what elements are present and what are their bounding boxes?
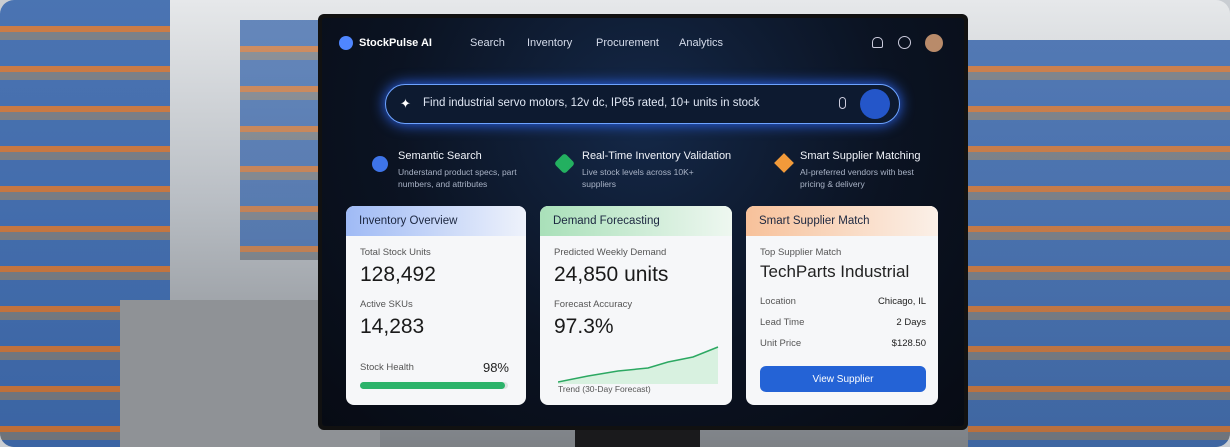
value: TechParts Industrial bbox=[760, 262, 910, 281]
search-bar[interactable]: ✦ Find industrial servo motors, 12v dc, … bbox=[385, 84, 900, 124]
value: 14,283 bbox=[360, 315, 425, 338]
label: Stock Health bbox=[360, 362, 414, 373]
value: 97.3% bbox=[554, 315, 614, 338]
row-label: Unit Price bbox=[760, 338, 802, 349]
feature-icon bbox=[774, 153, 794, 173]
feature-icon bbox=[372, 156, 388, 172]
monitor-stand bbox=[575, 428, 700, 447]
value: 24,850 units bbox=[554, 263, 669, 286]
feature-title: Semantic Search bbox=[398, 150, 482, 162]
sparkle-icon: ✦ bbox=[400, 96, 411, 111]
nav-link[interactable]: Analytics bbox=[679, 37, 724, 49]
health-bar bbox=[360, 382, 506, 389]
brand: StockPulse AI bbox=[359, 37, 432, 49]
feature-icon bbox=[553, 152, 576, 175]
bell-icon[interactable] bbox=[872, 37, 883, 48]
search-button[interactable] bbox=[860, 89, 890, 119]
label: Predicted Weekly Demand bbox=[554, 247, 667, 258]
row-value: $128.50 bbox=[891, 338, 926, 349]
card-title: Smart Supplier Match bbox=[746, 206, 938, 236]
card: Smart Supplier Match Top Supplier Match … bbox=[746, 206, 938, 405]
value: 128,492 bbox=[360, 263, 436, 286]
logo bbox=[339, 36, 353, 50]
feature-text: Live stock levels across 10K+ suppliers bbox=[582, 167, 694, 189]
row-value: 2 Days bbox=[896, 317, 926, 328]
card: Demand Forecasting Predicted Weekly Dema… bbox=[540, 206, 732, 405]
value: 98% bbox=[482, 360, 509, 375]
mic-icon[interactable] bbox=[839, 97, 846, 109]
row-value: Chicago, IL bbox=[877, 296, 926, 307]
row-label: Location bbox=[760, 296, 796, 307]
label: Active SKUs bbox=[360, 299, 413, 310]
feature-title: Real-Time Inventory Validation bbox=[582, 150, 732, 162]
label: Top Supplier Match bbox=[760, 247, 842, 258]
label: Total Stock Units bbox=[360, 247, 431, 258]
label: Trend (30-Day Forecast) bbox=[558, 384, 651, 394]
card-title: Inventory Overview bbox=[346, 206, 526, 236]
card-title: Demand Forecasting bbox=[540, 206, 732, 236]
nav-link[interactable]: Procurement bbox=[596, 37, 659, 49]
nav-link[interactable]: Inventory bbox=[527, 37, 573, 49]
nav-link[interactable]: Search bbox=[470, 37, 505, 49]
label: Forecast Accuracy bbox=[554, 299, 633, 310]
help-icon[interactable] bbox=[898, 36, 911, 49]
feature-title: Smart Supplier Matching bbox=[800, 150, 921, 162]
monitor: StockPulse AI Search Inventory Procureme… bbox=[318, 14, 968, 430]
app: StockPulse AI Search Inventory Procureme… bbox=[322, 18, 964, 426]
row-label: Lead Time bbox=[760, 317, 805, 328]
avatar[interactable] bbox=[925, 34, 943, 52]
trend-sparkline bbox=[558, 346, 719, 384]
view-supplier-button[interactable]: View Supplier bbox=[760, 366, 926, 392]
feature-text: Understand product specs, part numbers, … bbox=[398, 167, 517, 189]
card: Inventory Overview Total Stock Units 128… bbox=[346, 206, 526, 405]
feature-text: AI-preferred vendors with best pricing &… bbox=[800, 167, 914, 189]
health-track bbox=[360, 382, 508, 389]
search-query[interactable]: Find industrial servo motors, 12v dc, IP… bbox=[423, 97, 760, 109]
